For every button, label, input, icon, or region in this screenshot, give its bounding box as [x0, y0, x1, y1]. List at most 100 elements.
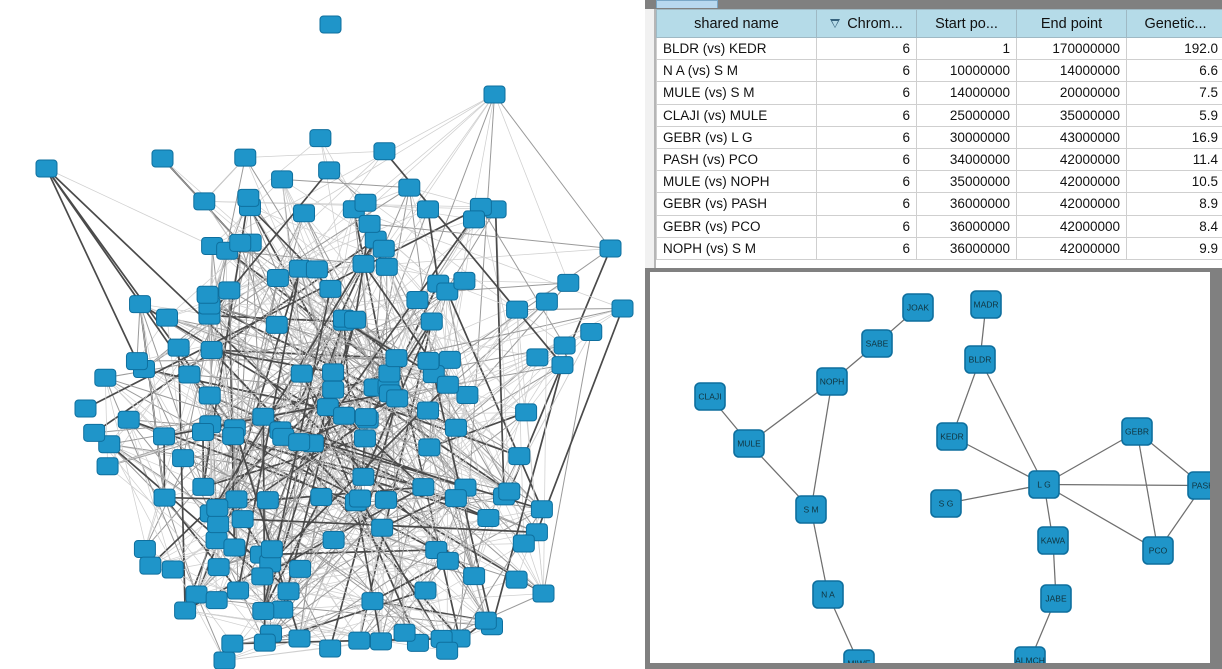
network-node-gebr[interactable]: GEBR: [1121, 417, 1153, 446]
dense-edge[interactable]: [395, 357, 475, 577]
dense-network-node[interactable]: [288, 433, 311, 452]
network-node-madr[interactable]: MADR: [970, 290, 1002, 319]
dense-network-node[interactable]: [508, 447, 531, 466]
dense-edge[interactable]: [428, 309, 518, 448]
dense-edge[interactable]: [182, 457, 449, 562]
table-row[interactable]: N A (vs) S M 6 10000000 14000000 6.6: [656, 59, 1222, 83]
dense-edge[interactable]: [107, 386, 389, 467]
dense-edge[interactable]: [209, 305, 301, 570]
dense-edge[interactable]: [447, 508, 543, 562]
dense-network-node[interactable]: [375, 257, 398, 276]
dense-network-node[interactable]: [354, 193, 377, 212]
dense-network-node[interactable]: [385, 349, 408, 368]
dense-edge[interactable]: [365, 94, 495, 204]
dense-network-node[interactable]: [354, 408, 377, 427]
sparse-edge[interactable]: [810, 381, 833, 510]
dense-network-node[interactable]: [526, 348, 549, 367]
dense-network-node[interactable]: [348, 631, 371, 650]
dense-network-node[interactable]: [94, 368, 117, 387]
column-header-chromosome[interactable]: Chrom...: [816, 9, 917, 38]
dense-edge[interactable]: [209, 305, 387, 501]
dense-network-node[interactable]: [498, 482, 521, 501]
dense-network-node[interactable]: [125, 352, 148, 371]
column-header-genetic[interactable]: Genetic...: [1126, 9, 1222, 38]
dense-network-node[interactable]: [535, 292, 558, 311]
dense-edge[interactable]: [164, 497, 197, 595]
dense-edge[interactable]: [369, 223, 611, 249]
dense-edge[interactable]: [543, 331, 592, 594]
dense-network-node[interactable]: [386, 389, 409, 408]
sparse-edge[interactable]: [1043, 483, 1204, 487]
dense-network-node[interactable]: [178, 365, 201, 384]
dense-network-node[interactable]: [207, 558, 230, 577]
dense-network-node[interactable]: [505, 570, 528, 589]
dense-edge[interactable]: [163, 436, 166, 498]
dense-edge[interactable]: [464, 280, 569, 284]
dense-network-node[interactable]: [218, 281, 241, 300]
dense-edge[interactable]: [93, 238, 377, 434]
dense-edge[interactable]: [211, 94, 495, 247]
network-node-sm[interactable]: S M: [795, 495, 827, 524]
dense-edge[interactable]: [260, 549, 437, 556]
network-node-miwe[interactable]: MIWE: [843, 649, 875, 663]
dense-network-node[interactable]: [196, 285, 219, 304]
dense-network-node[interactable]: [309, 129, 332, 148]
dense-network-node[interactable]: [414, 581, 437, 600]
dense-network-node[interactable]: [252, 602, 275, 621]
dense-edge[interactable]: [262, 496, 323, 612]
dense-network-node[interactable]: [353, 429, 376, 448]
dense-network-node[interactable]: [198, 386, 221, 405]
network-node-noph[interactable]: NOPH: [816, 367, 848, 396]
dense-edge[interactable]: [455, 497, 487, 621]
dense-network-node[interactable]: [416, 200, 439, 219]
dense-edge[interactable]: [427, 209, 440, 284]
dense-edge[interactable]: [245, 150, 385, 158]
dense-edge[interactable]: [372, 560, 449, 602]
dense-edge[interactable]: [365, 416, 493, 627]
dense-network-node[interactable]: [251, 567, 274, 586]
dense-edge[interactable]: [248, 137, 321, 199]
dense-edge[interactable]: [217, 409, 429, 509]
dense-edge[interactable]: [381, 345, 565, 529]
network-node-claji[interactable]: CLAJI: [694, 382, 726, 411]
dense-network-node[interactable]: [229, 233, 252, 252]
dense-edge[interactable]: [209, 299, 418, 306]
dense-edge[interactable]: [332, 372, 475, 577]
dense-network-node[interactable]: [205, 591, 228, 610]
network-node-joak[interactable]: JOAK: [902, 293, 934, 322]
dense-edge[interactable]: [320, 415, 345, 498]
dense-network-node[interactable]: [532, 584, 555, 603]
dense-edge[interactable]: [236, 499, 419, 644]
dense-edge[interactable]: [333, 539, 475, 577]
table-row[interactable]: NOPH (vs) S M 6 36000000 42000000 9.9: [656, 236, 1222, 260]
dense-edge[interactable]: [128, 419, 174, 570]
dense-edge[interactable]: [45, 168, 138, 362]
sparse-network-canvas[interactable]: JOAK SABE NOPH CLAJI MULE S M N A MIWE MADR BLDR K…: [650, 272, 1210, 663]
dense-network-node[interactable]: [418, 438, 441, 457]
dense-edge[interactable]: [408, 187, 435, 375]
dense-edge[interactable]: [299, 487, 466, 639]
dense-network-node[interactable]: [172, 449, 195, 468]
dense-network-node[interactable]: [237, 188, 260, 207]
dense-edge[interactable]: [409, 187, 481, 208]
table-row[interactable]: MULE (vs) NOPH 6 35000000 42000000 10.5: [656, 170, 1222, 194]
sparse-edge[interactable]: [1043, 483, 1159, 552]
dense-network-node[interactable]: [83, 423, 106, 442]
network-node-lg[interactable]: L G: [1028, 470, 1060, 499]
data-table-panel[interactable]: shared name Chrom... Start po... End point G…: [645, 0, 1222, 268]
dense-edge[interactable]: [182, 457, 448, 652]
dense-edge[interactable]: [104, 377, 151, 566]
network-node-kawa[interactable]: KAWA: [1037, 526, 1069, 555]
dense-network-node[interactable]: [222, 427, 245, 446]
dense-network-node[interactable]: [185, 585, 208, 604]
dense-network-node[interactable]: [318, 161, 341, 180]
dense-network-node[interactable]: [151, 149, 174, 168]
table-scroll-region[interactable]: shared name Chrom... Start po... End point G…: [654, 9, 1222, 268]
dense-edge[interactable]: [425, 283, 439, 591]
table-header-row[interactable]: shared name Chrom... Start po... End point G…: [656, 9, 1222, 38]
dense-network-node[interactable]: [444, 489, 467, 508]
network-node-na[interactable]: N A: [812, 580, 844, 609]
table-row[interactable]: CLAJI (vs) MULE 6 25000000 35000000 5.9: [656, 103, 1222, 127]
dense-edge[interactable]: [280, 209, 355, 431]
dense-network-node[interactable]: [352, 467, 375, 486]
